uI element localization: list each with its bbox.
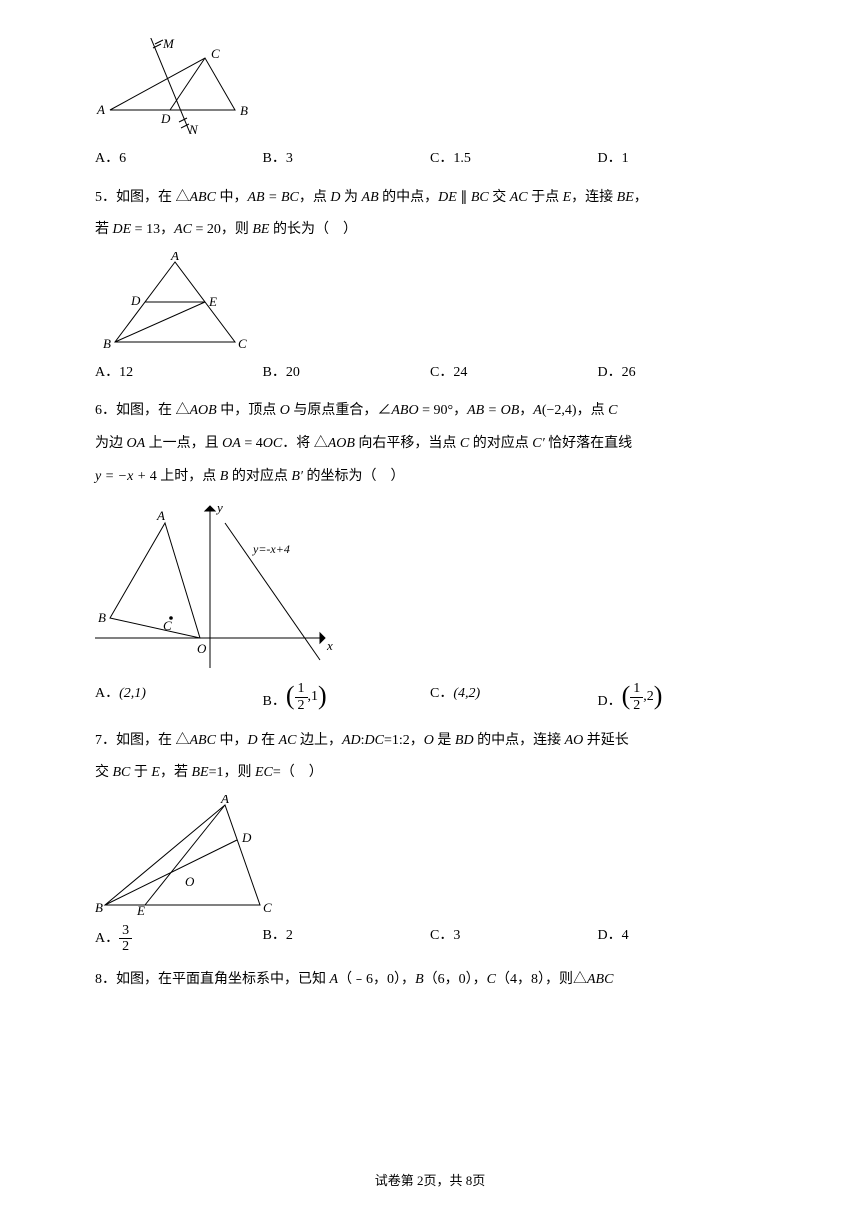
q6-option-a: A．(2,1): [95, 681, 263, 715]
svg-text:x: x: [326, 638, 333, 653]
svg-text:B: B: [98, 610, 106, 625]
q6-option-c: C．(4,2): [430, 681, 598, 715]
q6-text-line3: y = −x + 4 上时，点 B 的对应点 B′ 的坐标为（ ）: [95, 464, 765, 491]
svg-text:y: y: [215, 500, 223, 515]
svg-text:D: D: [160, 111, 171, 126]
svg-text:B: B: [95, 900, 103, 915]
svg-text:A: A: [156, 508, 165, 523]
q7-option-b: B．2: [263, 923, 431, 955]
q5-text: 5．如图，在 △ABC 中，AB = BC，点 D 为 AB 的中点，DE ∥ …: [95, 185, 765, 212]
q5-figure: A B C D E: [95, 252, 765, 352]
q7-text-line2: 交 BC 于 E，若 BE=1，则 EC=（ ）: [95, 760, 765, 787]
svg-text:C: C: [163, 618, 172, 633]
svg-text:D: D: [241, 830, 252, 845]
svg-text:B: B: [103, 336, 111, 351]
svg-text:O: O: [197, 641, 207, 656]
svg-text:C: C: [211, 46, 220, 61]
q5-text-line2: 若 DE = 13，AC = 20，则 BE 的长为（ ）: [95, 217, 765, 244]
svg-text:O: O: [185, 874, 195, 889]
q4-options: A．6 B．3 C．1.5 D．1: [95, 146, 765, 173]
q4-figure: A B C D M N: [95, 38, 765, 138]
q6-options: A．(2,1) B．(12,1) C．(4,2) D．(12,2): [95, 681, 765, 715]
q4-option-a: A．6: [95, 146, 263, 173]
q7-text: 7．如图，在 △ABC 中，D 在 AC 边上，AD:DC=1:2，O 是 BD…: [95, 728, 765, 755]
q6-text-line2: 为边 OA 上一点，且 OA = 4OC．将 △AOB 向右平移，当点 C 的对…: [95, 431, 765, 458]
q6-option-b: B．(12,1): [263, 681, 431, 715]
svg-text:C: C: [263, 900, 272, 915]
q7-option-d: D．4: [598, 923, 766, 955]
q4-option-b: B．3: [263, 146, 431, 173]
q5-option-c: C．24: [430, 360, 598, 387]
q6-option-d: D．(12,2): [598, 681, 766, 715]
q6-text: 6．如图，在 △AOB 中，顶点 O 与原点重合，∠ABO = 90°，AB =…: [95, 398, 765, 425]
q7-options: A．32 B．2 C．3 D．4: [95, 923, 765, 955]
svg-text:N: N: [188, 122, 199, 137]
q4-option-d: D．1: [598, 146, 766, 173]
svg-text:y=-x+4: y=-x+4: [252, 542, 290, 556]
q8-text: 8．如图，在平面直角坐标系中，已知 A（﹣6，0），B（6，0），C（4，8），…: [95, 967, 765, 994]
q5-option-a: A．12: [95, 360, 263, 387]
svg-text:D: D: [130, 293, 141, 308]
q5-options: A．12 B．20 C．24 D．26: [95, 360, 765, 387]
page-footer: 试卷第 2页，共 8页: [0, 1169, 860, 1194]
q5-option-d: D．26: [598, 360, 766, 387]
svg-text:M: M: [162, 38, 175, 51]
q4-option-c: C．1.5: [430, 146, 598, 173]
q7-option-c: C．3: [430, 923, 598, 955]
svg-text:A: A: [170, 252, 179, 263]
q7-option-a: A．32: [95, 923, 263, 955]
svg-text:A: A: [220, 795, 229, 806]
svg-text:C: C: [238, 336, 247, 351]
q7-figure: A B C D E O: [95, 795, 765, 915]
svg-text:B: B: [240, 103, 248, 118]
svg-text:E: E: [136, 903, 145, 915]
q5-option-b: B．20: [263, 360, 431, 387]
svg-text:A: A: [96, 102, 105, 117]
svg-text:E: E: [208, 294, 217, 309]
q6-figure: A B C O x y y=-x+4: [95, 498, 765, 673]
